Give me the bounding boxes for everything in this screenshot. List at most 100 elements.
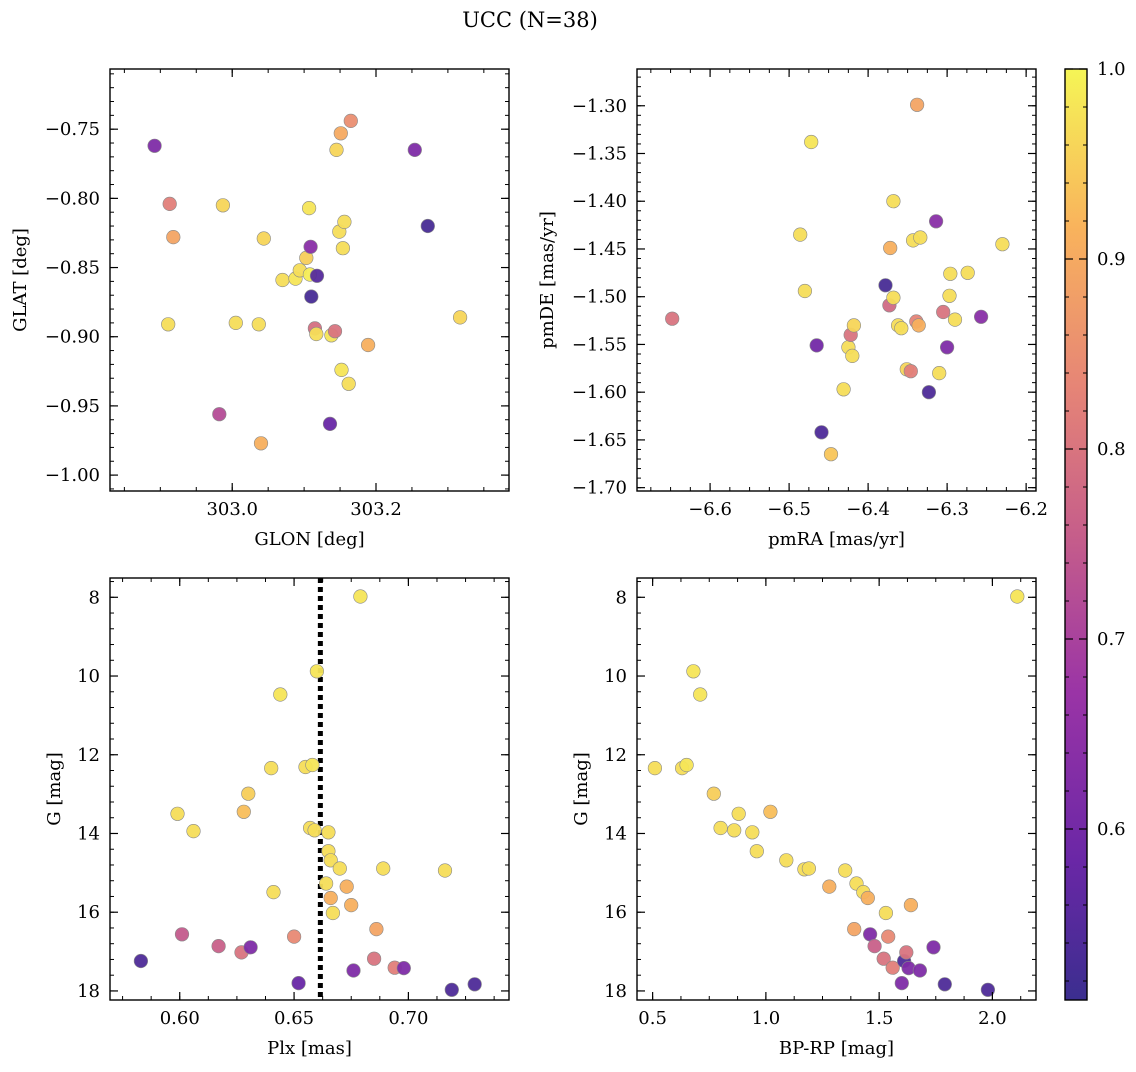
- scatter-point: [215, 198, 230, 213]
- scatter-point: [797, 283, 813, 299]
- scatter-point: [921, 385, 937, 400]
- y-tick-label: 16: [77, 902, 100, 923]
- scatter-panel-tl: 303.0 303.2 −1.00 −0.95 −0.90 −0.85 −0.80 −0.75…: [10, 68, 510, 550]
- y-tick-label: 10: [604, 666, 627, 687]
- scatter-point: [727, 823, 742, 838]
- y-tick-label: −1.70: [572, 478, 627, 499]
- scatter-point: [322, 416, 338, 432]
- scatter-point: [942, 288, 957, 303]
- scatter-point: [749, 844, 764, 859]
- scatter-point: [885, 960, 900, 975]
- colorbar-frame: [1064, 68, 1088, 1001]
- scatter-point: [367, 951, 382, 966]
- scatter-point: [693, 687, 708, 702]
- scatter-point: [396, 960, 411, 976]
- scatter-panel-tr: −6.6 −6.5 −6.4 −6.3 −6.2 −1.70 −1.65 −1.60 −1.55…: [537, 68, 1048, 550]
- scatter-point: [444, 982, 459, 997]
- scatter-point: [369, 921, 384, 937]
- scatter-point: [346, 963, 361, 978]
- scatter-point: [243, 940, 258, 955]
- scatter-point: [323, 890, 338, 906]
- scatter-point: [287, 929, 302, 944]
- scatter-point: [335, 241, 351, 256]
- scatter-point: [763, 804, 778, 819]
- x-tick-label: −6.2: [1004, 499, 1048, 520]
- x-tick-label: −6.5: [767, 499, 811, 520]
- scatter-point: [253, 436, 269, 451]
- y-tick-label: 12: [77, 745, 100, 766]
- scatter-point: [883, 240, 898, 256]
- scatter-point: [344, 897, 359, 913]
- scatter-point: [174, 927, 190, 942]
- scatter-point: [995, 237, 1010, 252]
- y-tick-label: 16: [604, 902, 627, 923]
- scatter-point: [943, 266, 958, 281]
- scatter-point: [161, 317, 176, 332]
- scatter-point: [420, 218, 435, 234]
- scatter-point: [309, 664, 325, 679]
- scatter-point: [133, 953, 148, 969]
- colorbar-tick-label: 0.7: [1097, 629, 1126, 650]
- scatter-point: [903, 364, 918, 379]
- axes-frame: [636, 577, 1037, 1001]
- axes-frame: [109, 577, 510, 1001]
- scatter-point: [836, 382, 851, 397]
- scatter-point: [304, 289, 319, 304]
- scatter-point: [793, 227, 808, 242]
- scatter-point: [341, 376, 356, 391]
- scatter-point: [228, 315, 243, 331]
- x-axis-label: BP-RP [mag]: [779, 1038, 894, 1059]
- y-tick-label: −1.55: [572, 334, 627, 355]
- x-tick-label: −6.6: [688, 499, 732, 520]
- scatter-point: [337, 214, 352, 229]
- scatter-point: [275, 272, 290, 288]
- y-tick-label: 18: [604, 981, 627, 1002]
- scatter-point: [838, 863, 853, 878]
- scatter-point: [937, 977, 952, 992]
- scatter-point: [302, 201, 317, 216]
- y-tick-label: −1.30: [572, 96, 627, 117]
- x-axis-label: GLON [deg]: [254, 529, 364, 550]
- x-tick-label: 303.0: [206, 499, 258, 520]
- scatter-point: [162, 196, 177, 211]
- scatter-point: [686, 664, 701, 679]
- x-tick-label: 0.60: [160, 1008, 200, 1029]
- scatter-point: [822, 879, 837, 894]
- y-tick-label: −0.95: [45, 396, 100, 417]
- scatter-point: [846, 318, 862, 333]
- scatter-point: [913, 230, 928, 245]
- scatter-point: [453, 310, 468, 325]
- scatter-point: [339, 879, 354, 894]
- scatter-point: [912, 963, 928, 978]
- x-tick-label: 2.0: [978, 1008, 1007, 1029]
- scatter-point: [334, 362, 349, 378]
- y-tick-label: −0.80: [45, 188, 100, 209]
- scatter-point: [809, 338, 824, 353]
- scatter-point: [860, 890, 875, 906]
- scatter-point: [679, 757, 694, 773]
- x-tick-label: −6.3: [925, 499, 969, 520]
- scatter-point: [779, 853, 794, 868]
- scatter-point: [867, 938, 882, 954]
- scatter-point: [307, 823, 322, 838]
- scatter-point: [327, 324, 343, 339]
- x-tick-label: 303.2: [350, 499, 402, 520]
- scatter-point: [264, 760, 279, 776]
- scatter-point: [212, 407, 227, 422]
- scatter-point: [166, 230, 181, 245]
- y-tick-label: −0.85: [45, 258, 100, 279]
- figure-title: UCC (N=38): [462, 8, 598, 32]
- y-tick-label: −0.90: [45, 327, 100, 348]
- axes-frame: [636, 68, 1037, 492]
- scatter-point: [713, 820, 728, 836]
- scatter-point: [881, 929, 896, 944]
- colorbar-tick-label: 0.9: [1097, 249, 1126, 270]
- y-tick-label: −1.60: [572, 382, 627, 403]
- scatter-point: [325, 905, 341, 921]
- y-axis-label: G [mag]: [44, 752, 65, 825]
- scatter-point: [823, 447, 839, 462]
- y-tick-label: 8: [89, 587, 100, 608]
- colorbar-tick-label: 0.8: [1097, 439, 1126, 460]
